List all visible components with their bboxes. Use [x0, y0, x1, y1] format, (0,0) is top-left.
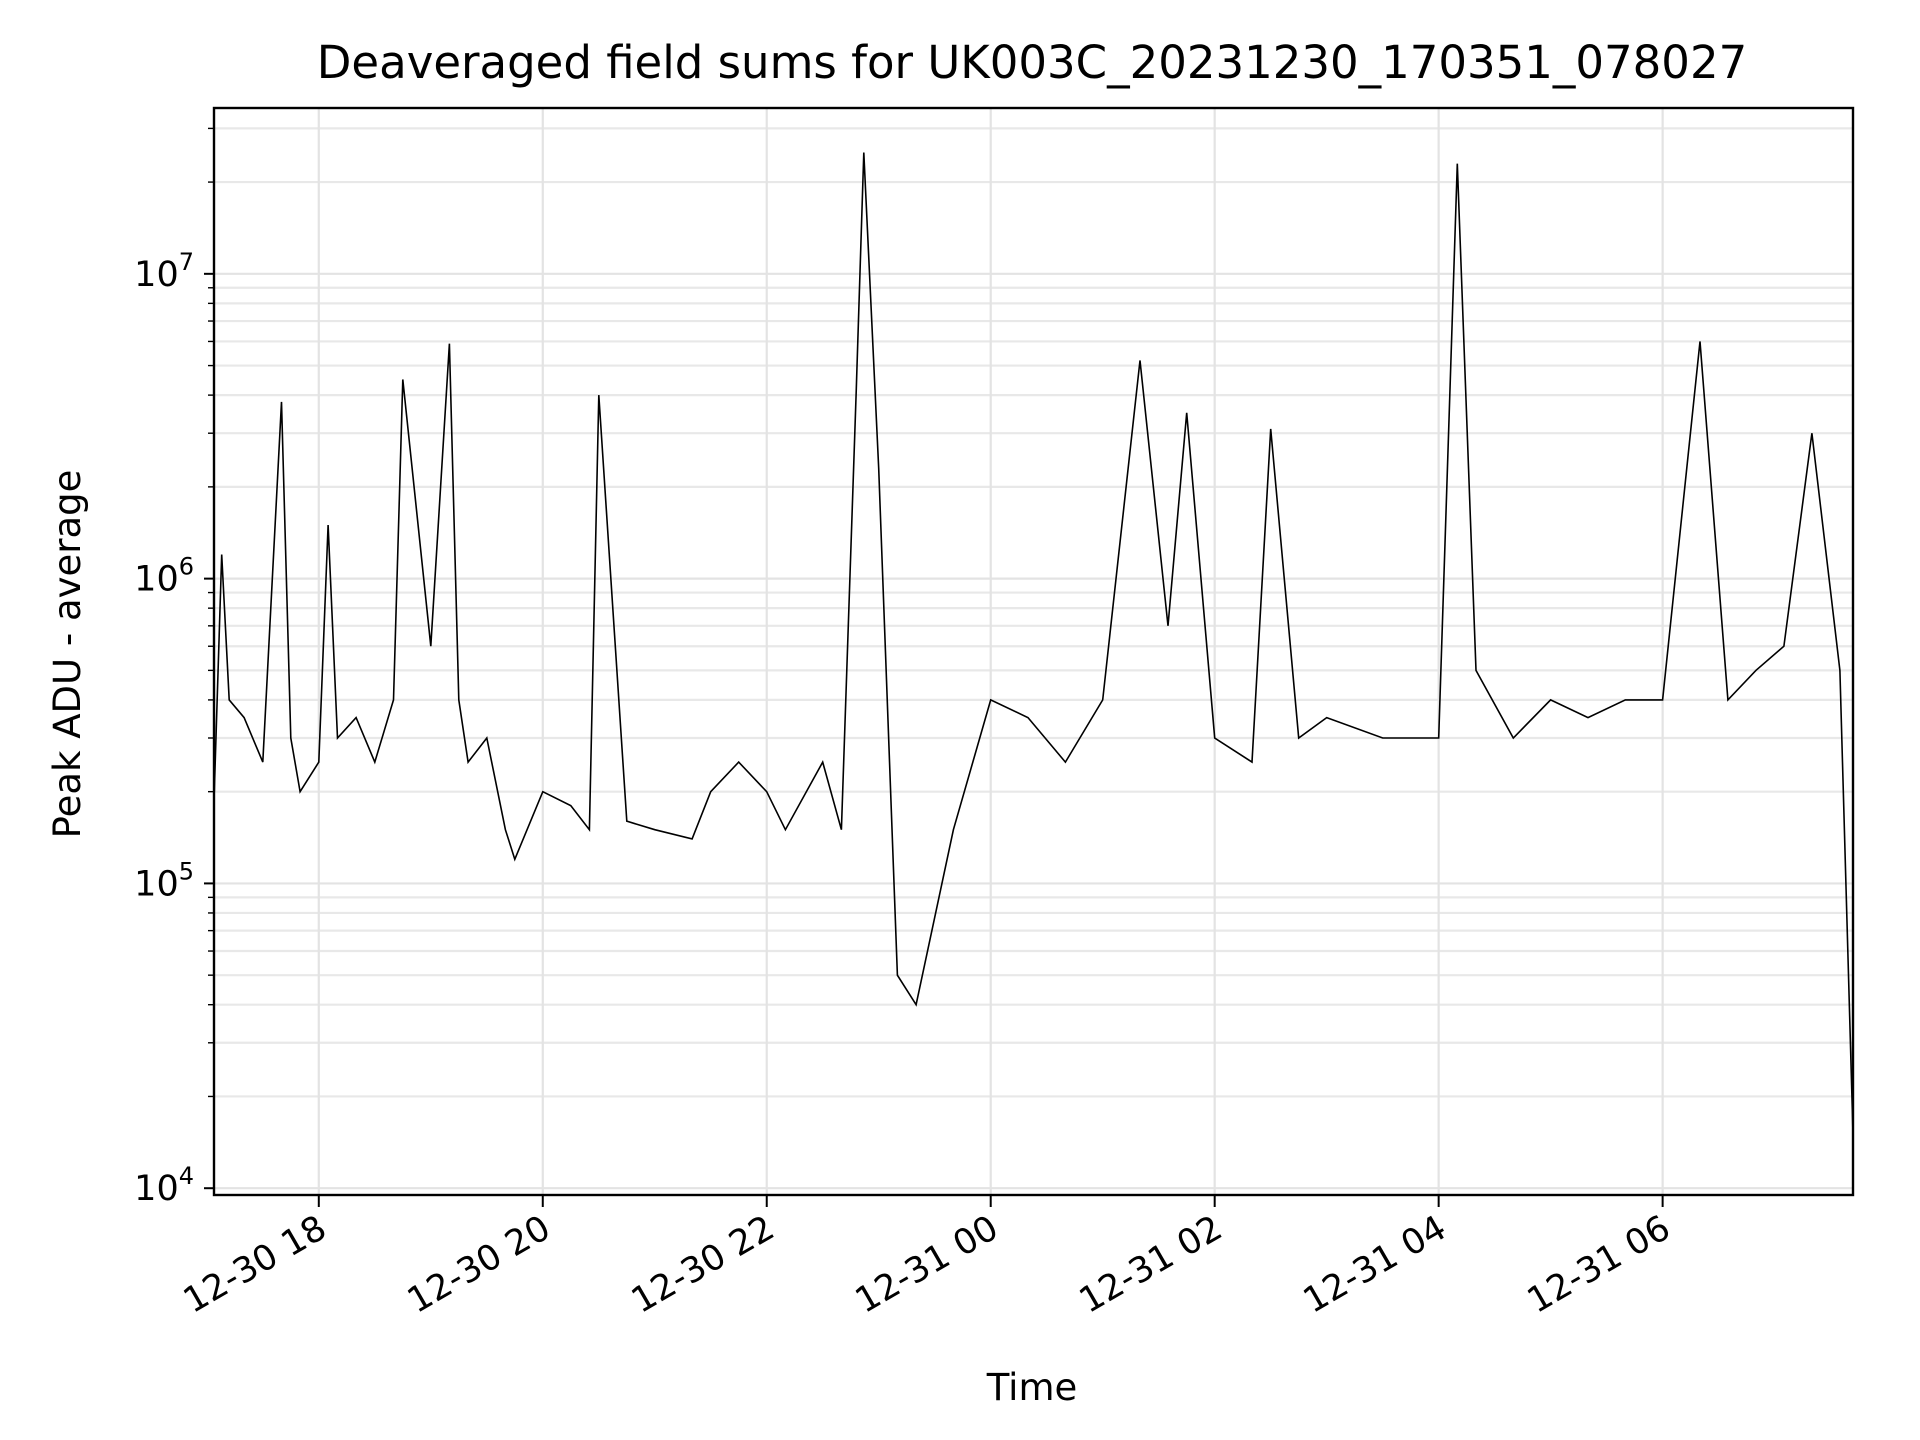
x-tick-label: 12-30 20 — [401, 1208, 557, 1321]
axis-ticks: 104 105 106 107 12-30 18 12-30 20 12-30 22 12-3… — [134, 127, 1677, 1321]
y-tick-label: 107 — [134, 248, 194, 295]
grid — [214, 108, 1853, 1195]
y-tick-label: 106 — [134, 553, 194, 600]
series-line — [213, 152, 1854, 1135]
x-tick-label: 12-30 22 — [625, 1208, 781, 1321]
chart-title: Deaveraged field sums for UK003C_2023123… — [317, 36, 1747, 89]
x-axis-label: Time — [986, 1366, 1078, 1409]
y-tick-label: 105 — [134, 857, 194, 904]
x-tick-label: 12-31 00 — [849, 1208, 1005, 1321]
x-tick-label: 12-31 04 — [1297, 1208, 1453, 1321]
plot-frame — [212, 106, 1855, 1197]
y-tick-label: 104 — [134, 1162, 194, 1209]
y-axis-label: Peak ADU - average — [46, 470, 89, 839]
x-tick-label: 12-31 02 — [1073, 1208, 1229, 1321]
x-tick-label: 12-30 18 — [177, 1208, 333, 1321]
x-tick-label: 12-31 06 — [1521, 1208, 1677, 1321]
series — [213, 152, 1854, 1135]
